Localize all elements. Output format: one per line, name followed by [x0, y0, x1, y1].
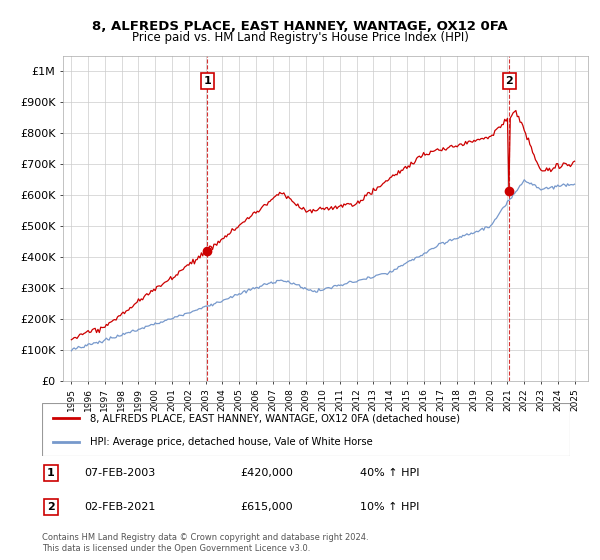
- Text: £420,000: £420,000: [240, 468, 293, 478]
- Text: 1: 1: [47, 468, 55, 478]
- Text: Contains HM Land Registry data © Crown copyright and database right 2024.
This d: Contains HM Land Registry data © Crown c…: [42, 533, 368, 553]
- Text: Price paid vs. HM Land Registry's House Price Index (HPI): Price paid vs. HM Land Registry's House …: [131, 31, 469, 44]
- Text: 8, ALFREDS PLACE, EAST HANNEY, WANTAGE, OX12 0FA (detached house): 8, ALFREDS PLACE, EAST HANNEY, WANTAGE, …: [89, 413, 460, 423]
- Text: 40% ↑ HPI: 40% ↑ HPI: [360, 468, 419, 478]
- Text: 1: 1: [203, 76, 211, 86]
- Text: 2: 2: [505, 76, 513, 86]
- Text: HPI: Average price, detached house, Vale of White Horse: HPI: Average price, detached house, Vale…: [89, 436, 372, 446]
- Text: £615,000: £615,000: [240, 502, 293, 512]
- Text: 8, ALFREDS PLACE, EAST HANNEY, WANTAGE, OX12 0FA: 8, ALFREDS PLACE, EAST HANNEY, WANTAGE, …: [92, 20, 508, 32]
- Text: 02-FEB-2021: 02-FEB-2021: [84, 502, 155, 512]
- Text: 10% ↑ HPI: 10% ↑ HPI: [360, 502, 419, 512]
- Text: 2: 2: [47, 502, 55, 512]
- Text: 07-FEB-2003: 07-FEB-2003: [84, 468, 155, 478]
